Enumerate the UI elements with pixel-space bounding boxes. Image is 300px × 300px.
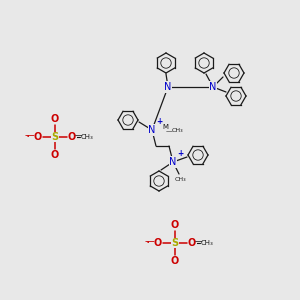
Text: O: O xyxy=(171,220,179,230)
Text: —: — xyxy=(195,238,202,247)
Text: ·: · xyxy=(146,236,150,250)
Text: —: — xyxy=(75,131,82,140)
Text: ·: · xyxy=(26,130,30,144)
Text: —: — xyxy=(166,128,173,134)
Text: N: N xyxy=(148,125,156,135)
Text: +: + xyxy=(156,117,162,126)
Text: CH₃: CH₃ xyxy=(81,134,94,140)
Text: N: N xyxy=(164,82,172,92)
Text: O: O xyxy=(171,256,179,266)
Text: S: S xyxy=(171,238,178,248)
Text: N: N xyxy=(169,157,177,167)
Text: S: S xyxy=(51,132,58,142)
Text: +: + xyxy=(177,149,183,158)
Text: O: O xyxy=(51,150,59,160)
Text: O: O xyxy=(188,238,196,248)
Text: CH₃: CH₃ xyxy=(201,240,214,246)
Text: CH₃: CH₃ xyxy=(174,177,186,182)
Text: —: — xyxy=(24,130,34,140)
Text: M: M xyxy=(162,124,168,130)
Text: O: O xyxy=(154,238,162,248)
Text: O: O xyxy=(68,132,76,142)
Text: N: N xyxy=(209,82,217,92)
Text: O: O xyxy=(34,132,42,142)
Text: —: — xyxy=(144,236,154,246)
Text: O: O xyxy=(51,114,59,124)
Text: CH₃: CH₃ xyxy=(172,128,184,134)
